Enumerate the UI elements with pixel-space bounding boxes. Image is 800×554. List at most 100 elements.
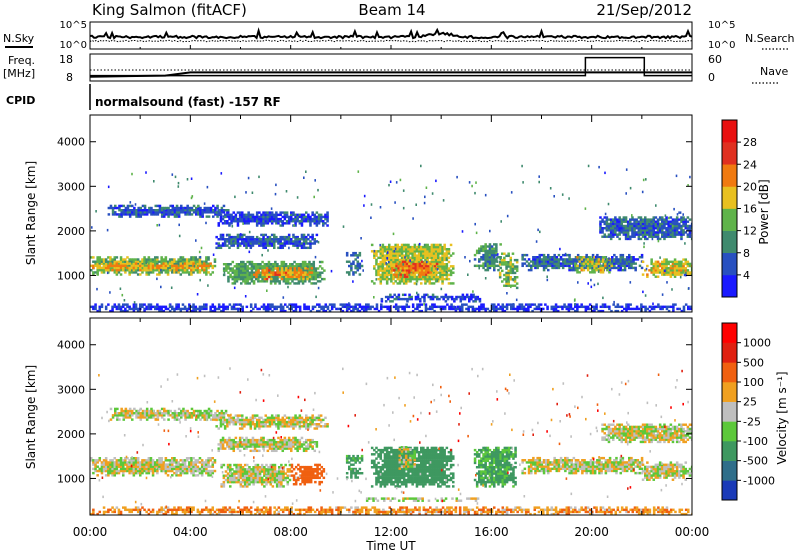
heatmap-cell — [395, 275, 398, 278]
heatmap-cell — [461, 303, 464, 306]
heatmap-cell — [534, 258, 537, 261]
heatmap-cell — [484, 277, 487, 280]
power-heatmap — [90, 164, 692, 312]
heatmap-cell — [639, 222, 643, 226]
heatmap-cell — [171, 271, 174, 274]
heatmap-cell — [171, 260, 174, 263]
heatmap-cell — [136, 258, 140, 261]
heatmap-cell — [181, 463, 185, 466]
heatmap-cell — [124, 303, 127, 306]
heatmap-cell — [423, 273, 426, 276]
heatmap-cell — [156, 256, 159, 259]
heatmap-cell — [685, 271, 687, 275]
heatmap-cell — [420, 282, 423, 285]
heatmap-cell — [646, 264, 649, 268]
heatmap-cell — [345, 271, 349, 274]
heatmap-cell — [313, 213, 317, 217]
heatmap-cell — [205, 215, 209, 218]
heatmap-cell — [261, 271, 265, 274]
heatmap-cell — [427, 269, 430, 272]
heatmap-cell — [171, 269, 174, 272]
heatmap-cell — [213, 461, 217, 464]
heatmap-cell — [226, 244, 229, 247]
heatmap-cell — [646, 227, 649, 230]
heatmap-cell — [254, 265, 258, 268]
noise-sky-label: N.Sky — [3, 32, 35, 45]
heatmap-cell — [607, 202, 610, 206]
heatmap-cell — [498, 276, 502, 279]
heatmap-cell — [436, 297, 439, 301]
heatmap-cell — [126, 469, 129, 473]
heatmap-cell — [580, 305, 583, 309]
heatmap-cell — [392, 245, 395, 249]
heatmap-cell — [122, 467, 125, 471]
heatmap-cell — [330, 303, 334, 306]
heatmap-cell — [468, 181, 471, 184]
heatmap-cell — [241, 215, 244, 219]
heatmap-cell — [568, 260, 571, 263]
heatmap-cell — [385, 271, 389, 274]
heatmap-cell — [243, 222, 246, 225]
heatmap-cell — [171, 469, 174, 473]
heatmap-cell — [248, 263, 252, 266]
heatmap-cell — [148, 211, 151, 214]
heatmap-cell — [308, 263, 311, 266]
heatmap-cell — [284, 309, 287, 312]
colorbar-segment — [722, 142, 737, 165]
heatmap-cell — [599, 229, 602, 232]
heatmap-cell — [183, 271, 187, 274]
heatmap-cell — [164, 457, 168, 460]
heatmap-cell — [285, 267, 288, 270]
heatmap-cell — [235, 277, 239, 281]
heatmap-cell — [400, 248, 404, 251]
heatmap-cell — [411, 245, 414, 249]
heatmap-cell — [603, 303, 607, 306]
heatmap-cell — [432, 269, 436, 272]
heatmap-cell — [225, 234, 228, 237]
heatmap-cell — [680, 273, 683, 276]
heatmap-cell — [301, 280, 305, 283]
heatmap-cell — [213, 459, 217, 462]
heatmap-cell — [249, 220, 253, 223]
heatmap-cell — [352, 307, 355, 311]
heatmap-cell — [402, 248, 406, 251]
heatmap-cell — [328, 303, 332, 306]
heatmap-cell — [104, 467, 108, 471]
heatmap-cell — [156, 463, 159, 466]
heatmap-cell — [675, 216, 679, 219]
heatmap-cell — [289, 265, 292, 268]
heatmap-cell — [631, 216, 634, 219]
heatmap-cell — [296, 240, 299, 243]
heatmap-cell — [122, 418, 126, 421]
heatmap-cell — [300, 244, 304, 247]
heatmap-cell — [400, 273, 404, 277]
heatmap-cell — [154, 211, 158, 214]
heatmap-cell — [390, 258, 393, 262]
heatmap-cell — [441, 265, 444, 268]
heatmap-cell — [245, 240, 248, 243]
heatmap-cell — [120, 215, 123, 218]
heatmap-cell — [569, 307, 573, 311]
heatmap-cell — [495, 260, 498, 263]
heatmap-cell — [196, 307, 200, 311]
heatmap-cell — [217, 307, 221, 311]
heatmap-cell — [669, 231, 673, 234]
heatmap-cell — [613, 266, 616, 270]
heatmap-cell — [205, 303, 208, 306]
heatmap-cell — [431, 297, 435, 301]
heatmap-cell — [432, 282, 436, 285]
heatmap-cell — [275, 211, 278, 214]
heatmap-cell — [177, 469, 180, 473]
heatmap-cell — [559, 256, 563, 259]
heatmap-cell — [164, 271, 168, 274]
heatmap-cell — [478, 305, 481, 309]
heatmap-cell — [457, 295, 460, 299]
heatmap-cell — [300, 224, 304, 227]
heatmap-cell — [377, 269, 380, 272]
heatmap-cell — [437, 275, 440, 279]
heatmap-cell — [119, 273, 123, 276]
heatmap-cell — [400, 250, 404, 253]
heatmap-cell — [629, 227, 632, 230]
heatmap-cell — [609, 237, 613, 241]
heatmap-cell — [282, 280, 286, 283]
